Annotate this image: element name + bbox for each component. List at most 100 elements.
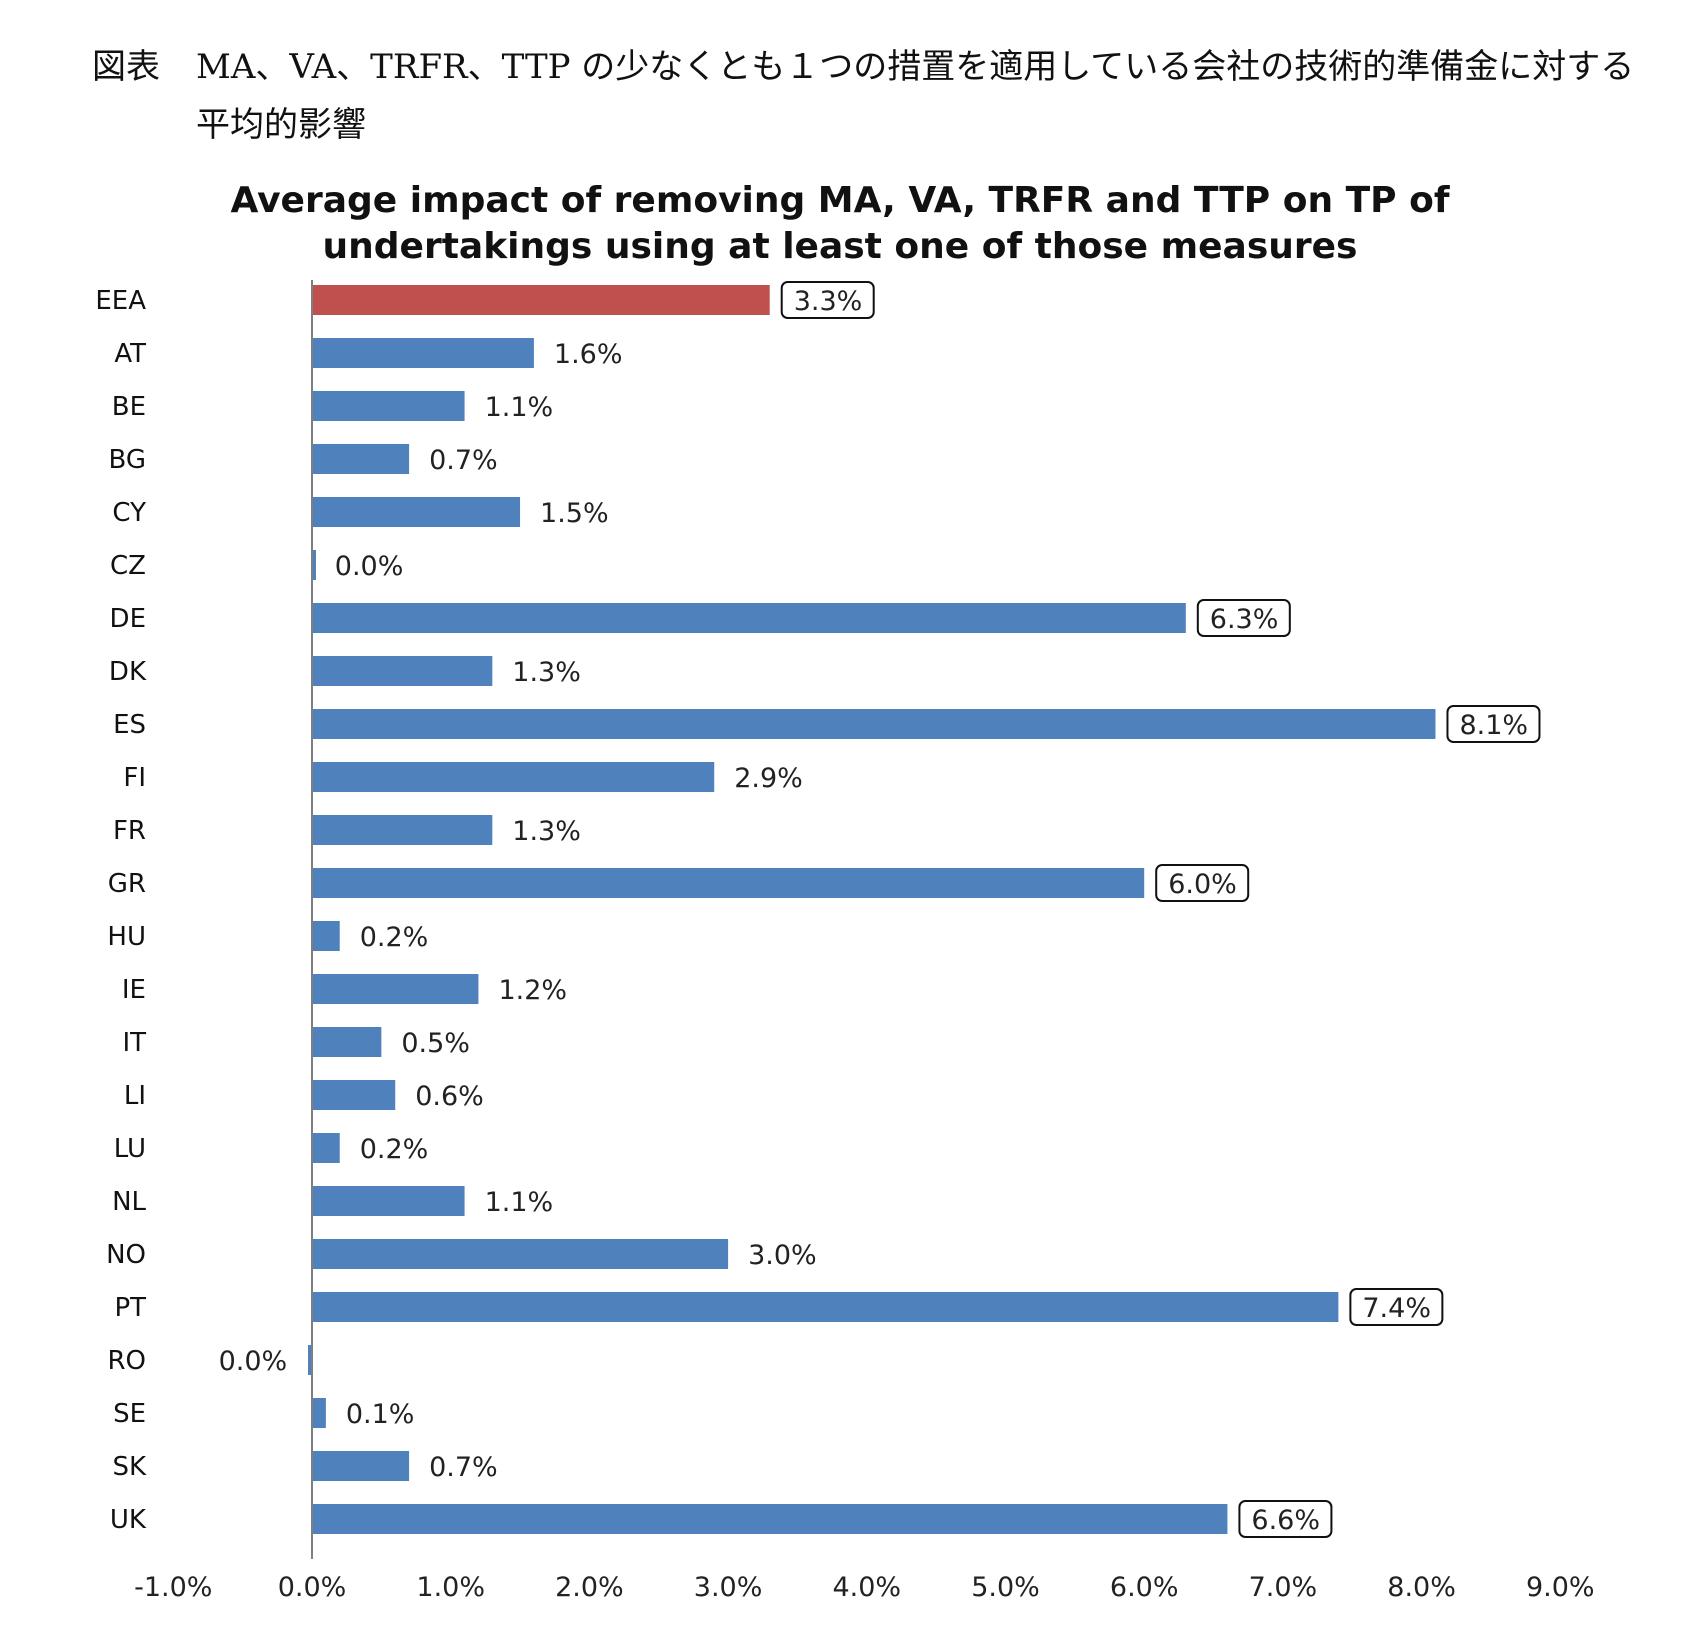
category-label-fi: FI — [123, 763, 146, 793]
data-label-pt: 7.4% — [1362, 1293, 1431, 1324]
category-label-gr: GR — [108, 869, 146, 899]
bars — [308, 285, 1436, 1534]
figure-caption: 図表 MA、VA、TRFR、TTP の少なくとも１つの措置を適用している会社の技術… — [92, 38, 1652, 154]
x-tick-label: 0.0% — [278, 1572, 347, 1603]
data-label-sk: 0.7% — [429, 1452, 498, 1483]
data-label-lu: 0.2% — [360, 1134, 429, 1165]
category-label-it: IT — [122, 1028, 146, 1058]
data-label-de: 6.3% — [1210, 604, 1279, 635]
category-label-lu: LU — [114, 1134, 146, 1164]
x-tick-label: 3.0% — [694, 1572, 763, 1603]
x-tick-label: 9.0% — [1526, 1572, 1595, 1603]
category-label-de: DE — [110, 604, 146, 634]
x-tick-label: 6.0% — [1110, 1572, 1179, 1603]
category-label-cy: CY — [112, 498, 146, 528]
category-label-pt: PT — [114, 1293, 146, 1323]
caption-line-2: 平均的影響 — [196, 105, 366, 145]
chart-title-line-1: Average impact of removing MA, VA, TRFR … — [231, 180, 1450, 221]
data-label-box-gr — [1155, 864, 1250, 902]
x-tick-label: 4.0% — [832, 1572, 901, 1603]
x-tick-label: -1.0% — [134, 1572, 212, 1603]
data-label-nl: 1.1% — [485, 1187, 554, 1218]
data-label-li: 0.6% — [415, 1081, 484, 1112]
category-label-no: NO — [106, 1240, 146, 1270]
data-label-gr: 6.0% — [1168, 869, 1237, 900]
data-label-es: 8.1% — [1459, 710, 1528, 741]
bar-cz — [312, 550, 316, 580]
data-label-eea: 3.3% — [794, 286, 863, 317]
chart-title: Average impact of removing MA, VA, TRFR … — [231, 180, 1450, 267]
bar-eea — [312, 285, 770, 315]
data-labels: 3.3%1.6%1.1%0.7%1.5%0.0%6.3%1.3%8.1%2.9%… — [219, 281, 1541, 1538]
category-label-ie: IE — [122, 975, 146, 1005]
data-label-hu: 0.2% — [360, 922, 429, 953]
data-label-fi: 2.9% — [734, 763, 803, 794]
x-tick-label: 2.0% — [555, 1572, 624, 1603]
data-label-box-eea — [780, 281, 875, 319]
category-labels: EEA AT BE BG CY CZ DE DK ES FI FR GR HU IE IT LI LU NL NO P… — [95, 286, 147, 1535]
data-label-no: 3.0% — [748, 1240, 817, 1271]
category-label-se: SE — [113, 1399, 146, 1429]
bar-at — [312, 338, 534, 368]
bar-it — [312, 1027, 382, 1057]
data-label-dk: 1.3% — [512, 657, 581, 688]
bar-bg — [312, 444, 410, 474]
bar-li — [312, 1080, 396, 1110]
bar-hu — [312, 921, 340, 951]
bar-se — [312, 1398, 326, 1428]
bar-uk — [312, 1504, 1228, 1534]
bar-gr — [312, 868, 1145, 898]
bar-ro — [308, 1345, 312, 1375]
caption-label: 図表 — [92, 47, 160, 87]
bar-be — [312, 391, 465, 421]
data-label-se: 0.1% — [346, 1399, 415, 1430]
bar-es — [312, 709, 1436, 739]
data-label-fr: 1.3% — [512, 816, 581, 847]
category-label-bg: BG — [108, 445, 146, 475]
category-label-dk: DK — [109, 657, 147, 687]
category-label-uk: UK — [110, 1505, 147, 1535]
data-label-uk: 6.6% — [1251, 1505, 1320, 1536]
data-label-box-pt — [1349, 1288, 1444, 1326]
x-tick-label: 1.0% — [416, 1572, 485, 1603]
x-tick-label: 5.0% — [971, 1572, 1040, 1603]
data-label-ro: 0.0% — [219, 1346, 288, 1377]
category-label-eea: EEA — [95, 286, 146, 316]
data-label-cy: 1.5% — [540, 498, 609, 529]
data-label-at: 1.6% — [554, 339, 623, 370]
bar-de — [312, 603, 1186, 633]
x-axis-ticks: -1.0% 0.0% 1.0% 2.0% 3.0% 4.0% 5.0% 6.0% 7.0% 8.0… — [134, 1572, 1594, 1603]
bar-dk — [312, 656, 493, 686]
bar-lu — [312, 1133, 340, 1163]
category-label-hu: HU — [107, 922, 146, 952]
bar-nl — [312, 1186, 465, 1216]
data-label-box-uk — [1238, 1500, 1333, 1538]
category-label-li: LI — [124, 1081, 146, 1111]
x-tick-label: 8.0% — [1387, 1572, 1456, 1603]
data-label-it: 0.5% — [401, 1028, 470, 1059]
chart-title-line-2: undertakings using at least one of those… — [323, 226, 1358, 267]
data-label-cz: 0.0% — [335, 551, 404, 582]
category-label-ro: RO — [107, 1346, 146, 1376]
bar-no — [312, 1239, 729, 1269]
category-label-nl: NL — [112, 1187, 146, 1217]
data-label-bg: 0.7% — [429, 445, 498, 476]
bar-pt — [312, 1292, 1339, 1322]
bar-ie — [312, 974, 479, 1004]
caption-line-1: MA、VA、TRFR、TTP の少なくとも１つの措置を適用している会社の技術的準… — [196, 47, 1635, 87]
x-tick-label: 7.0% — [1249, 1572, 1318, 1603]
data-label-box-es — [1446, 705, 1541, 743]
category-label-sk: SK — [112, 1452, 147, 1482]
category-label-at: AT — [114, 339, 146, 369]
bar-fr — [312, 815, 493, 845]
category-label-cz: CZ — [110, 551, 146, 581]
bar-cy — [312, 497, 521, 527]
category-label-be: BE — [112, 392, 146, 422]
data-label-ie: 1.2% — [498, 975, 567, 1006]
bar-fi — [312, 762, 715, 792]
bar-sk — [312, 1451, 410, 1481]
data-label-box-de — [1196, 599, 1291, 637]
category-label-es: ES — [113, 710, 146, 740]
data-label-be: 1.1% — [485, 392, 554, 423]
